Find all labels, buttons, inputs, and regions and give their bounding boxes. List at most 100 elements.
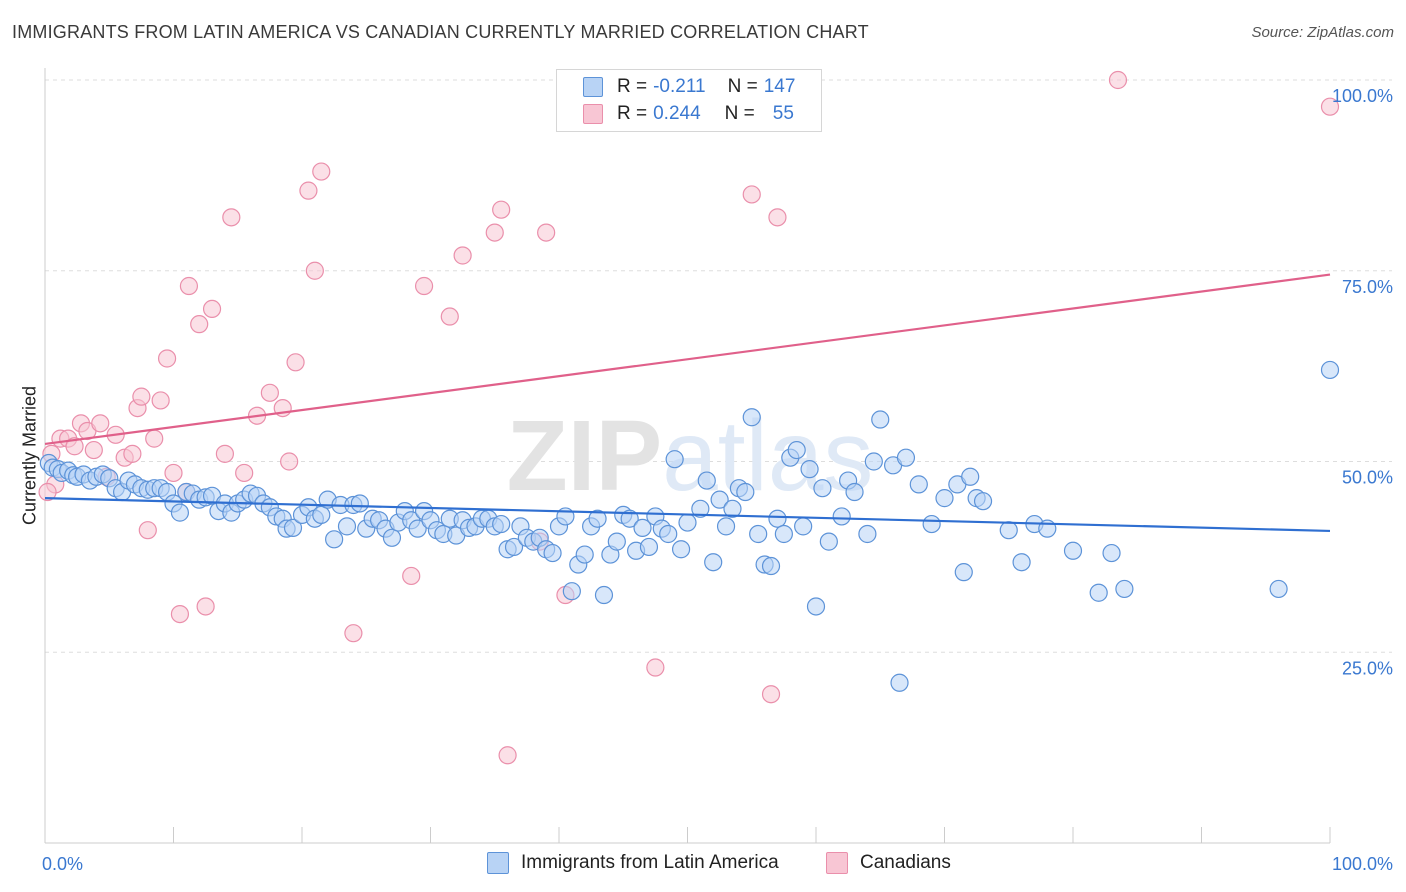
data-point — [196, 597, 215, 616]
data-point — [280, 452, 299, 471]
y-tick-label: 25.0% — [1342, 658, 1393, 678]
data-point — [845, 482, 864, 502]
data-point — [973, 492, 993, 511]
r-label: R = — [617, 103, 648, 124]
data-point — [575, 545, 594, 564]
data-point — [736, 482, 755, 502]
data-point — [504, 537, 524, 557]
data-point — [639, 537, 659, 557]
data-point — [543, 543, 562, 563]
immigrants-points — [39, 360, 1340, 692]
data-point — [408, 519, 427, 538]
n-label: N = — [724, 103, 755, 124]
data-point — [999, 521, 1018, 540]
data-point — [871, 410, 890, 429]
data-point — [768, 509, 787, 528]
data-point — [864, 452, 883, 471]
data-point — [235, 463, 254, 483]
data-point — [286, 353, 305, 372]
data-point — [145, 429, 164, 448]
data-point — [537, 223, 556, 242]
chart-title: IMMIGRANTS FROM LATIN AMERICA VS CANADIA… — [12, 22, 869, 42]
data-point — [283, 518, 303, 537]
r-value: 0.244 — [653, 103, 701, 124]
data-point — [344, 624, 363, 643]
data-point — [749, 524, 768, 544]
data-point — [65, 437, 84, 456]
data-point — [179, 276, 199, 296]
data-point — [492, 514, 511, 534]
data-point — [123, 444, 142, 463]
data-point — [710, 490, 729, 509]
data-point — [794, 517, 813, 536]
watermark-zip: ZIP — [507, 400, 663, 512]
y-tick-label: 50.0% — [1342, 468, 1393, 488]
canadians-trend-line — [44, 273, 1331, 446]
watermark: ZIPatlas — [507, 400, 874, 512]
data-point — [896, 448, 916, 467]
data-point — [222, 208, 241, 227]
data-point — [562, 582, 581, 601]
stats-row-immigrants: R = -0.211 N = 147 — [583, 74, 795, 100]
data-point — [620, 509, 639, 528]
data-point — [588, 509, 607, 528]
data-point — [1089, 583, 1108, 602]
immigrants-legend-swatch — [487, 852, 509, 874]
n-value: 147 — [763, 76, 796, 97]
data-point — [260, 383, 279, 402]
data-point — [678, 513, 697, 532]
data-point — [697, 471, 716, 490]
data-point — [704, 553, 723, 572]
data-point — [337, 517, 357, 536]
data-point — [132, 387, 151, 406]
source-label: Source: ZipAtlas.com — [1251, 24, 1394, 41]
y-tick-label: 100.0% — [1332, 86, 1393, 106]
data-point — [742, 185, 761, 204]
legend-label: Immigrants from Latin America — [521, 852, 779, 873]
data-point — [1320, 97, 1340, 116]
data-point — [691, 499, 710, 518]
canadians-points — [38, 70, 1340, 765]
data-point — [170, 604, 190, 624]
data-point — [858, 524, 877, 544]
data-point — [440, 307, 459, 326]
data-point — [1012, 553, 1031, 572]
x-tick-label: 0.0% — [42, 854, 83, 874]
legend-item-immigrants: Immigrants from Latin America — [487, 852, 779, 874]
data-point — [402, 566, 421, 586]
data-point — [492, 200, 511, 219]
immigrants-trend-line — [44, 497, 1331, 533]
data-point — [382, 528, 402, 547]
data-point — [800, 460, 819, 479]
data-point — [909, 475, 928, 494]
data-point — [1063, 541, 1083, 560]
canadians-legend-swatch — [826, 852, 848, 874]
data-point — [813, 479, 832, 498]
watermark-atlas: atlas — [662, 400, 873, 512]
data-point — [157, 349, 177, 368]
data-point — [954, 563, 973, 582]
data-point — [1115, 579, 1134, 599]
data-point — [312, 505, 331, 525]
data-point — [774, 524, 793, 544]
data-point — [716, 517, 736, 536]
data-point — [890, 673, 909, 692]
data-point — [646, 658, 665, 677]
tick-labels: 25.0% 50.0% 75.0% 100.0% 0.0% 100.0% — [42, 86, 1393, 874]
stats-legend: R = -0.211 N = 147 R = 0.244 N = 55 — [556, 69, 822, 132]
data-point — [594, 585, 614, 605]
x-tick-label: 100.0% — [1332, 854, 1393, 874]
data-point — [325, 530, 344, 549]
data-point — [806, 597, 826, 616]
data-point — [1108, 70, 1128, 90]
data-point — [768, 208, 787, 227]
n-value: 55 — [772, 103, 794, 124]
data-point — [299, 181, 318, 200]
n-label: N = — [727, 76, 758, 97]
data-point — [190, 315, 209, 334]
data-point — [1102, 543, 1121, 563]
trend-lines — [44, 273, 1331, 533]
data-point — [633, 518, 652, 537]
data-point — [91, 414, 110, 433]
data-point — [1269, 579, 1288, 599]
